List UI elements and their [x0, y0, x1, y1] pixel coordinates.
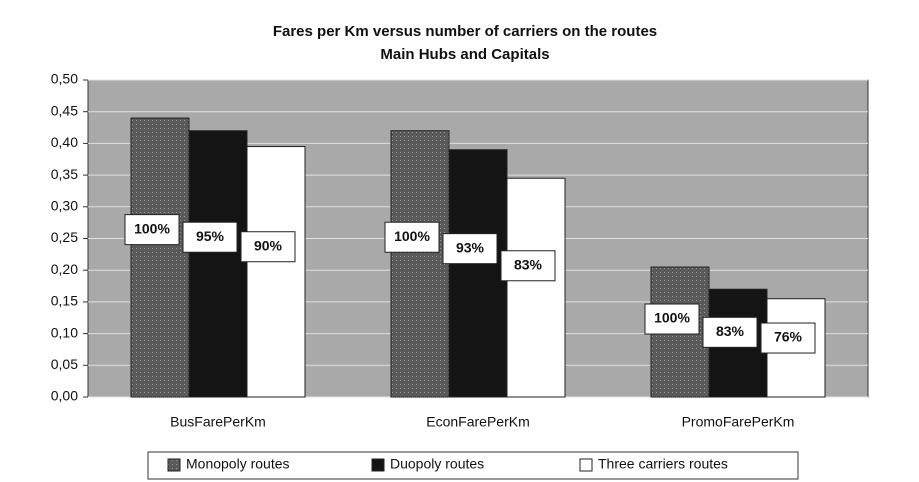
- value-label: 100%: [654, 310, 690, 326]
- value-label-box: [442, 233, 498, 265]
- y-tick-label: 0,45: [51, 102, 78, 118]
- legend-swatch: [371, 458, 385, 472]
- legend-swatch: [167, 458, 181, 472]
- legend: [147, 451, 799, 480]
- x-tick-label: BusFarePerKm: [170, 414, 266, 430]
- chart-subtitle: Main Hubs and Capitals: [380, 46, 549, 63]
- y-tick-label: 0,10: [51, 324, 78, 340]
- value-label-box: [644, 303, 700, 335]
- bar: [390, 130, 450, 398]
- y-tick-label: 0,00: [51, 388, 78, 404]
- bar: [246, 146, 306, 398]
- legend-swatch: [579, 458, 593, 472]
- value-label: 100%: [394, 228, 430, 244]
- x-tick-label: EconFarePerKm: [426, 414, 529, 430]
- y-tick-label: 0,50: [51, 71, 78, 87]
- value-label: 90%: [254, 237, 283, 253]
- bar: [448, 149, 508, 398]
- value-label: 93%: [456, 239, 485, 255]
- legend-label: Duopoly routes: [390, 456, 484, 472]
- y-tick-label: 0,05: [51, 356, 78, 372]
- value-label-box: [500, 250, 556, 282]
- value-label-box: [702, 316, 758, 348]
- y-tick-label: 0,40: [51, 134, 78, 150]
- value-label-box: [760, 322, 816, 354]
- bar: [506, 177, 566, 398]
- bar: [130, 117, 190, 398]
- legend-label: Monopoly routes: [186, 456, 290, 472]
- bar: [188, 130, 248, 398]
- legend-label: Three carriers routes: [598, 456, 728, 472]
- chart-title: Fares per Km versus number of carriers o…: [273, 23, 657, 40]
- value-label: 100%: [134, 220, 170, 236]
- value-label-box: [124, 214, 180, 246]
- value-label: 95%: [196, 228, 225, 244]
- value-label: 83%: [716, 323, 745, 339]
- value-label-box: [240, 231, 296, 263]
- value-label-box: [182, 221, 238, 253]
- value-label: 76%: [774, 329, 803, 345]
- y-tick-label: 0,15: [51, 293, 78, 309]
- x-tick-label: PromoFarePerKm: [682, 414, 795, 430]
- y-tick-label: 0,35: [51, 166, 78, 182]
- y-tick-label: 0,20: [51, 261, 78, 277]
- y-tick-label: 0,25: [51, 229, 78, 245]
- value-label: 83%: [514, 256, 543, 272]
- value-label-box: [384, 221, 440, 253]
- y-tick-label: 0,30: [51, 198, 78, 214]
